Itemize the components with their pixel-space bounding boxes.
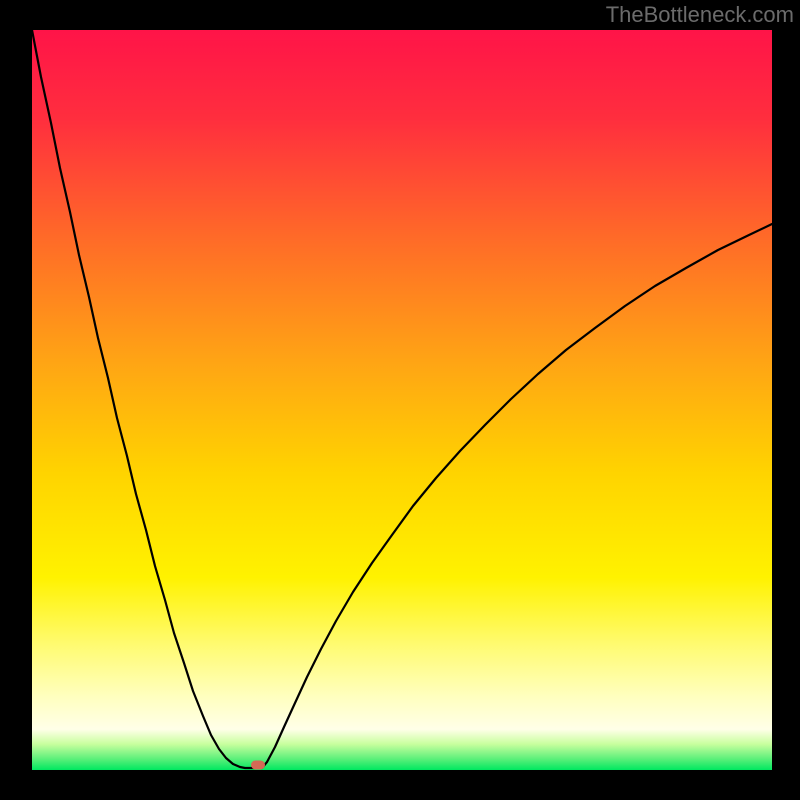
watermark-text: TheBottleneck.com — [606, 2, 794, 28]
chart-stage: TheBottleneck.com — [0, 0, 800, 800]
bottleneck-curve — [32, 30, 772, 768]
bottleneck-curve-layer — [0, 0, 800, 800]
optimum-marker — [251, 761, 265, 770]
